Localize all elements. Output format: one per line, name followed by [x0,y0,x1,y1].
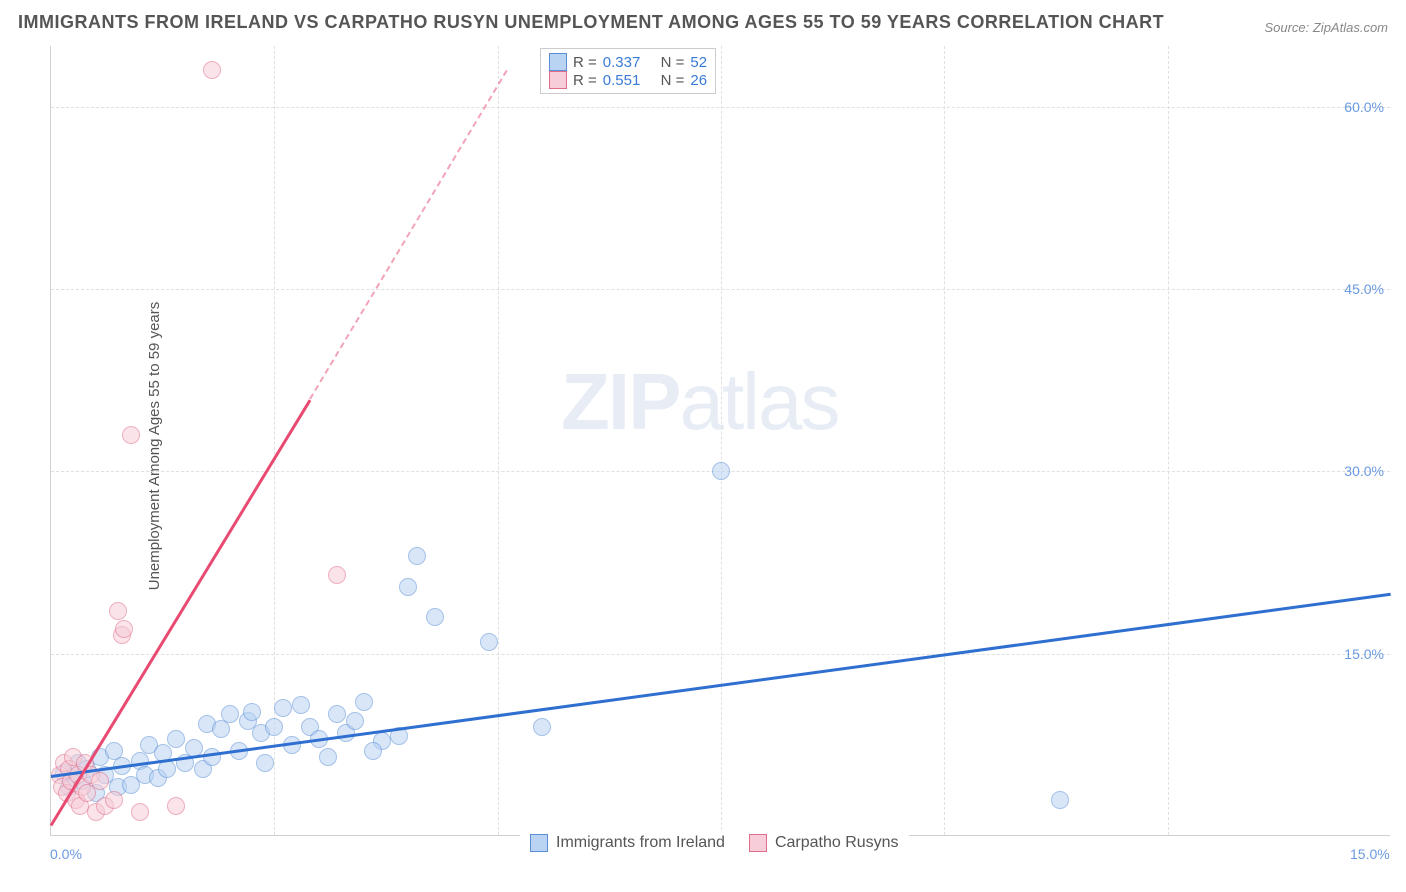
scatter-point [426,608,444,626]
grid-line-v [944,46,945,835]
scatter-point [319,748,337,766]
source-label: Source: ZipAtlas.com [1264,20,1388,35]
r-value: 0.337 [603,54,641,71]
scatter-point [480,633,498,651]
scatter-point [399,578,417,596]
r-label: R = [573,72,597,89]
legend-swatch [549,71,567,89]
x-tick-label: 0.0% [50,846,82,862]
legend-swatch [530,834,548,852]
grid-line-v [1168,46,1169,835]
y-tick-label: 30.0% [1344,463,1384,479]
scatter-point [533,718,551,736]
scatter-point [167,730,185,748]
legend-item: Carpatho Rusyns [749,834,899,852]
scatter-point [1051,791,1069,809]
legend-swatch [749,834,767,852]
correlation-legend: R = 0.337 N = 52 R = 0.551 N = 26 [540,48,716,94]
legend-row: R = 0.551 N = 26 [549,71,707,89]
scatter-point [122,426,140,444]
scatter-point [346,712,364,730]
scatter-point [167,797,185,815]
scatter-point [408,547,426,565]
scatter-point [203,748,221,766]
scatter-point [274,699,292,717]
scatter-point [328,566,346,584]
scatter-point [203,61,221,79]
scatter-point [265,718,283,736]
scatter-point [105,791,123,809]
scatter-point [292,696,310,714]
scatter-point [243,703,261,721]
series-legend: Immigrants from Ireland Carpatho Rusyns [520,832,909,854]
scatter-point [131,803,149,821]
n-label: N = [661,54,685,71]
legend-item: Immigrants from Ireland [530,834,725,852]
grid-line-v [721,46,722,835]
scatter-point [221,705,239,723]
scatter-point [712,462,730,480]
legend-swatch [549,53,567,71]
trend-line [309,71,507,400]
scatter-point [355,693,373,711]
watermark: ZIPatlas [561,356,838,448]
chart-title: IMMIGRANTS FROM IRELAND VS CARPATHO RUSY… [18,12,1164,33]
n-value: 52 [690,54,707,71]
scatter-point [256,754,274,772]
scatter-point [328,705,346,723]
legend-label: Immigrants from Ireland [556,834,725,852]
y-tick-label: 45.0% [1344,281,1384,297]
r-label: R = [573,54,597,71]
r-value: 0.551 [603,72,641,89]
scatter-point [91,772,109,790]
x-tick-label: 15.0% [1350,846,1390,862]
y-tick-label: 60.0% [1344,99,1384,115]
n-value: 26 [690,72,707,89]
plot-area: ZIPatlas 15.0% 30.0% 45.0% 60.0% [50,46,1390,836]
scatter-point [109,602,127,620]
y-tick-label: 15.0% [1344,646,1384,662]
legend-row: R = 0.337 N = 52 [549,53,707,71]
scatter-point [115,620,133,638]
n-label: N = [661,72,685,89]
scatter-point [364,742,382,760]
legend-label: Carpatho Rusyns [775,834,899,852]
